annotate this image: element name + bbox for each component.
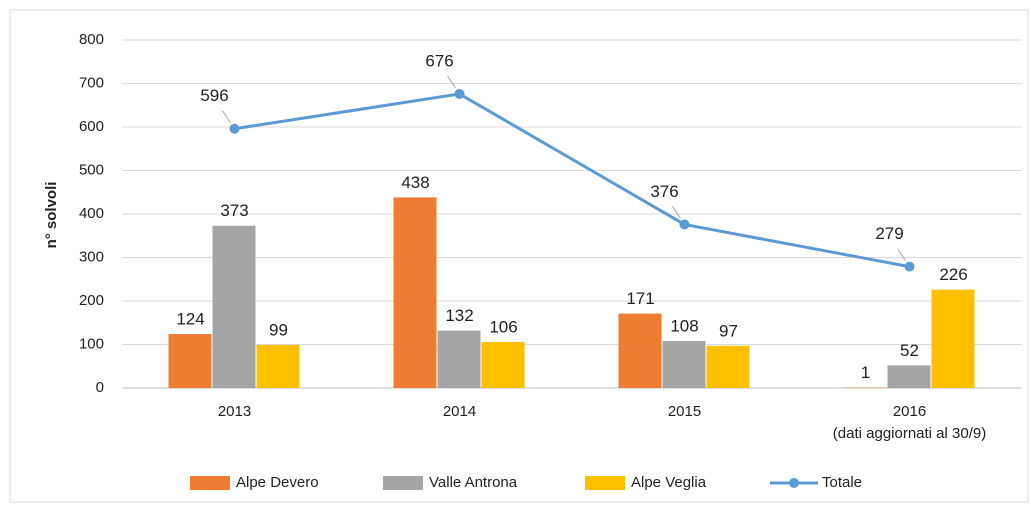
data-label: 99: [269, 320, 288, 339]
bar: [168, 334, 212, 388]
legend-label: Alpe Devero: [236, 474, 319, 491]
y-tick-label: 600: [79, 118, 104, 135]
legend-swatch: [585, 476, 625, 490]
data-label: 226: [939, 265, 967, 284]
legend-label: Valle Antrona: [429, 474, 518, 491]
x-tick-label: 2015: [668, 403, 701, 420]
y-tick-label: 0: [96, 379, 104, 396]
data-label: 171: [626, 289, 654, 308]
leader-line: [672, 206, 681, 219]
y-tick-label: 300: [79, 248, 104, 265]
data-label: 376: [650, 182, 678, 201]
data-label: 108: [670, 317, 698, 336]
leader-line: [222, 110, 231, 124]
data-label: 97: [719, 321, 738, 340]
bar: [618, 313, 662, 388]
x-tick-label: 2013: [218, 403, 251, 420]
legend-label: Alpe Veglia: [631, 474, 707, 491]
data-label: 373: [220, 201, 248, 220]
bar: [212, 225, 256, 388]
y-tick-label: 100: [79, 335, 104, 352]
data-label: 596: [200, 86, 228, 105]
data-label: 132: [445, 306, 473, 325]
y-tick-label: 500: [79, 161, 104, 178]
line-series: [234, 92, 910, 269]
y-axis-label: n° solvoli: [43, 182, 60, 249]
category-note: (dati aggiornati al 30/9): [833, 425, 986, 442]
data-label: 52: [900, 341, 919, 360]
data-label: 279: [875, 224, 903, 243]
line-marker: [679, 219, 690, 230]
legend-label: Totale: [822, 474, 862, 491]
bar: [393, 197, 437, 388]
y-tick-label: 400: [79, 205, 104, 222]
bar: [437, 330, 481, 388]
bar: [706, 345, 750, 388]
data-label: 124: [176, 310, 204, 329]
line-marker: [229, 123, 240, 134]
legend-marker: [789, 478, 799, 488]
bar: [662, 341, 706, 388]
data-label: 676: [425, 51, 453, 70]
line-marker: [454, 88, 465, 99]
x-tick-label: 2014: [443, 403, 476, 420]
data-label: 1: [861, 363, 870, 382]
bar: [481, 341, 525, 388]
data-label: 106: [489, 317, 517, 336]
legend-swatch: [383, 476, 423, 490]
data-label: 438: [401, 173, 429, 192]
legend-swatch: [190, 476, 230, 490]
y-tick-label: 700: [79, 74, 104, 91]
x-tick-label: 2016: [893, 403, 926, 420]
leader-line: [897, 248, 906, 261]
bar: [256, 344, 300, 388]
leader-line: [447, 75, 456, 89]
y-tick-label: 800: [79, 31, 104, 48]
bar: [887, 365, 931, 388]
y-tick-label: 200: [79, 292, 104, 309]
line-marker: [904, 261, 915, 272]
bar: [931, 289, 975, 388]
